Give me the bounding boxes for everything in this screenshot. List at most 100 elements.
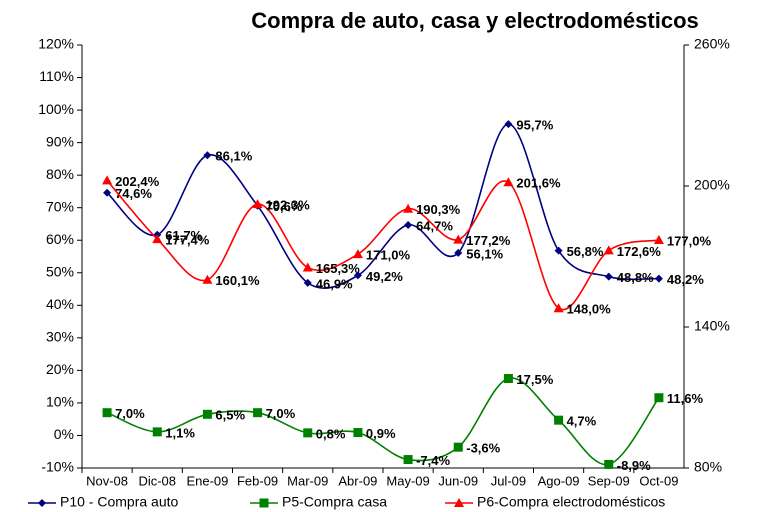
y-tick-label: 20%: [46, 361, 74, 377]
x-tick-label: Mar-09: [287, 473, 328, 488]
y-tick-label: 120%: [38, 36, 74, 52]
value-label: 74,6%: [115, 186, 152, 201]
point: [604, 459, 614, 469]
point: [152, 234, 163, 244]
point: [202, 274, 213, 284]
y2-tick-label: 80%: [694, 459, 722, 475]
value-label: 70,6%: [266, 199, 303, 214]
point: [353, 271, 362, 280]
value-label: 192,3%: [266, 198, 311, 213]
point: [352, 249, 363, 259]
value-label: 17,5%: [516, 372, 553, 387]
y-tick-label: 110%: [39, 68, 74, 84]
value-label: 0,9%: [366, 426, 396, 441]
value-label: 165,3%: [316, 261, 361, 276]
point: [202, 409, 212, 419]
value-label: 7,0%: [115, 406, 145, 421]
y-tick-label: 40%: [46, 296, 74, 312]
value-label: 48,2%: [667, 272, 704, 287]
point: [403, 455, 413, 465]
point: [654, 393, 664, 403]
y-tick-label: 90%: [46, 133, 74, 149]
y2-tick-label: 140%: [694, 318, 730, 334]
point: [453, 442, 463, 452]
point: [604, 272, 613, 281]
legend-label: P6-Compra electrodomésticos: [477, 494, 665, 510]
y-tick-label: -10%: [41, 459, 74, 475]
y-tick-label: 80%: [46, 166, 74, 182]
value-label: 177,0%: [667, 233, 712, 248]
point: [654, 274, 663, 283]
x-tick-label: Oct-09: [639, 473, 678, 488]
point: [203, 151, 212, 160]
y-tick-label: 10%: [46, 394, 74, 410]
y-tick-label: 30%: [46, 329, 74, 345]
legend-marker: [454, 498, 464, 507]
point: [453, 234, 464, 244]
value-label: 171,0%: [366, 248, 411, 263]
value-label: 11,6%: [667, 391, 704, 406]
value-label: 202,4%: [115, 174, 160, 189]
x-tick-label: Nov-08: [86, 473, 128, 488]
value-label: 0,8%: [316, 426, 346, 441]
point: [303, 278, 312, 287]
value-label: 190,3%: [416, 202, 461, 217]
legend-marker: [38, 499, 46, 507]
value-label: -3,6%: [466, 441, 500, 456]
point: [503, 374, 513, 384]
point: [102, 408, 112, 418]
y-tick-label: 50%: [46, 263, 74, 279]
value-label: 46,9%: [316, 276, 353, 291]
y2-tick-label: 200%: [694, 177, 730, 193]
value-label: 160,1%: [215, 273, 260, 288]
x-tick-label: Jul-09: [491, 473, 526, 488]
value-label: -8,9%: [617, 458, 651, 473]
y-tick-label: 0%: [54, 426, 74, 442]
point: [454, 248, 463, 257]
legend-marker: [259, 498, 269, 508]
chart-title: Compra de auto, casa y electrodomésticos: [251, 8, 699, 33]
x-tick-label: Sep-09: [588, 473, 630, 488]
point: [554, 246, 563, 255]
point: [252, 199, 263, 209]
point: [404, 220, 413, 229]
value-label: 148,0%: [567, 302, 612, 317]
value-label: 177,4%: [165, 233, 210, 248]
value-label: 177,2%: [466, 233, 511, 248]
point: [103, 188, 112, 197]
value-label: 86,1%: [215, 149, 252, 164]
value-label: 48,8%: [617, 270, 654, 285]
x-tick-label: Feb-09: [237, 473, 278, 488]
x-tick-label: Dic-08: [138, 473, 176, 488]
value-label: 1,1%: [165, 425, 195, 440]
value-label: 56,1%: [466, 246, 503, 261]
y-tick-label: 70%: [46, 198, 74, 214]
point: [253, 408, 263, 418]
point: [403, 203, 414, 213]
point: [102, 175, 113, 185]
value-label: 56,8%: [567, 244, 604, 259]
point: [353, 428, 363, 438]
point: [302, 262, 313, 272]
value-label: 7,0%: [266, 406, 296, 421]
value-label: 4,7%: [567, 414, 597, 429]
point: [653, 235, 664, 245]
x-tick-label: Abr-09: [338, 473, 377, 488]
series-line: [106, 123, 659, 289]
point: [152, 427, 162, 437]
point: [303, 428, 313, 438]
y-tick-label: 100%: [38, 101, 74, 117]
value-label: 172,6%: [617, 244, 662, 259]
value-label: 61,7%: [165, 228, 202, 243]
value-label: -7,4%: [416, 453, 450, 468]
legend-label: P10 - Compra auto: [60, 494, 178, 510]
value-label: 49,2%: [366, 269, 403, 284]
point: [503, 177, 514, 187]
point: [504, 120, 513, 129]
y-tick-label: 60%: [46, 231, 74, 247]
value-label: 6,5%: [215, 408, 245, 423]
point: [553, 303, 564, 313]
x-tick-label: Ene-09: [186, 473, 228, 488]
y2-tick-label: 260%: [694, 36, 730, 52]
